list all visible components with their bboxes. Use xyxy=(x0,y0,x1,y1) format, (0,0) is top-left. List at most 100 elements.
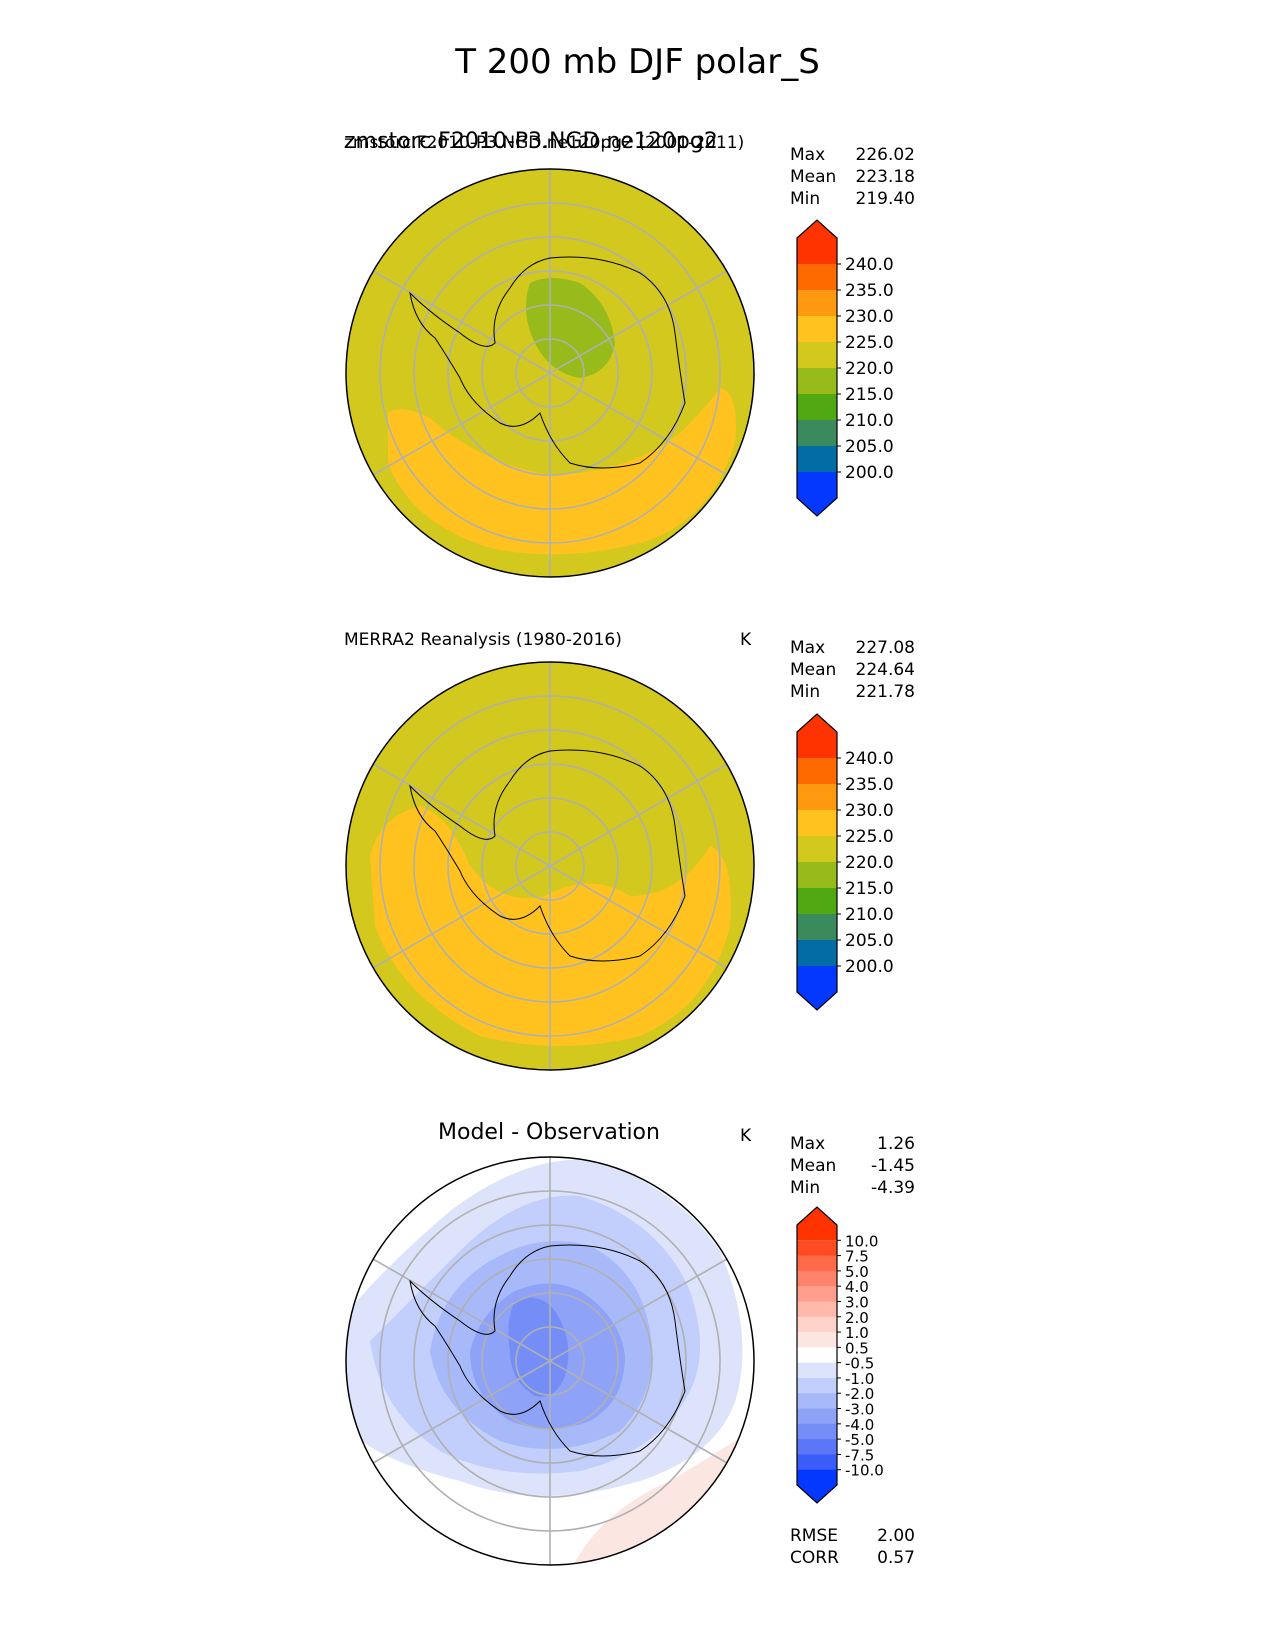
stat-min-value: -4.39 xyxy=(871,1178,915,1198)
colorbar-swatch xyxy=(797,1454,837,1471)
stat-min-label: Min xyxy=(790,1178,821,1198)
stat-mean-label: Mean xyxy=(790,1156,837,1176)
panel-model-title: zmstorc.F2010-P3.NGD.ne120pg2 xyxy=(344,129,718,154)
colorbar-swatch xyxy=(797,862,837,889)
colorbar-tick-label: 4.0 xyxy=(845,1278,869,1296)
colorbar-tick-label: 200.0 xyxy=(845,463,894,483)
colorbar-swatch xyxy=(797,1286,837,1302)
panel-obs-colorbar: 240.0 235.0 230.0 225.0 220.0 215.0 210.0 205.0… xyxy=(796,713,894,1011)
colorbar-tick-label: 210.0 xyxy=(845,905,894,925)
colorbar-outline xyxy=(796,713,838,1011)
colorbar-tick-label: 5.0 xyxy=(845,1263,869,1281)
colorbar-swatch xyxy=(797,264,837,291)
colorbar-swatch xyxy=(797,836,837,863)
colorbar-swatch xyxy=(797,758,837,785)
stat-min-label: Min xyxy=(790,682,821,702)
colorbar-tick-label: 240.0 xyxy=(845,255,894,275)
metric-corr-value: 0.57 xyxy=(877,1548,915,1568)
colorbar-swatch xyxy=(797,342,837,369)
colorbar-tick-label: 1.0 xyxy=(845,1324,869,1342)
colorbar-tick-label: -0.5 xyxy=(845,1355,874,1373)
colorbar-tick-label: 225.0 xyxy=(845,333,894,353)
stat-min-value: 221.78 xyxy=(855,682,915,702)
panel-diff-colorbar: 10.07.55.04.03.02.01.00.5-0.5-1.0-2.0-3.… xyxy=(796,1206,884,1504)
panel-obs-title: MERRA2 Reanalysis (1980-2016) xyxy=(344,630,622,650)
colorbar-swatch xyxy=(797,446,837,473)
stat-max-label: Max xyxy=(790,1134,826,1154)
panel-diff-stats: Max 1.26 Mean -1.45 Min -4.39 xyxy=(790,1133,915,1199)
field-minus-4 xyxy=(508,1297,569,1397)
colorbar-swatch xyxy=(797,1439,837,1455)
stat-mean-value: 224.64 xyxy=(855,660,915,680)
colorbar-swatch xyxy=(797,290,837,317)
coastline-antarctica xyxy=(409,749,686,962)
panel-model-title-overlap: zmstorc.F2010-P3.NGD.ne120pg2 (2001-2011… xyxy=(344,133,745,153)
colorbar-tick-label: 230.0 xyxy=(845,307,894,327)
colorbar-tick-label: 230.0 xyxy=(845,801,894,821)
colorbar-swatch xyxy=(797,810,837,837)
colorbar-tick-label: 225.0 xyxy=(845,827,894,847)
stat-min-value: 219.40 xyxy=(855,189,915,209)
map-boundary xyxy=(345,661,755,1071)
colorbar-swatch xyxy=(797,1393,837,1410)
colorbar-swatch xyxy=(797,966,837,1010)
panel-model-stats: Max 226.02 Mean 223.18 Min 219.40 xyxy=(790,144,915,210)
stat-max-value: 227.08 xyxy=(855,638,915,658)
panel-diff-map xyxy=(345,1156,755,1566)
colorbar-tick-label: 205.0 xyxy=(845,437,894,457)
colorbar-swatch xyxy=(797,1362,837,1379)
panel-model-colorbar: 240.0 235.0 230.0 225.0 220.0 215.0 210.0 205.0… xyxy=(796,219,894,517)
colorbar-tick-label: -1.0 xyxy=(845,1370,874,1388)
colorbar-swatch xyxy=(797,1408,837,1425)
stat-max-label: Max xyxy=(790,145,826,165)
colorbar-tick-label: 2.0 xyxy=(845,1309,869,1327)
panel-obs-units: K xyxy=(740,630,752,650)
graticule xyxy=(372,662,728,1070)
stat-min-label: Min xyxy=(790,189,821,209)
coastline-antarctica xyxy=(409,1244,686,1457)
stat-max-value: 226.02 xyxy=(855,145,915,165)
panel-diff-metrics: RMSE 2.00 CORR 0.57 xyxy=(790,1525,915,1569)
colorbar-tick-label: 215.0 xyxy=(845,879,894,899)
colorbar-tick-label: 215.0 xyxy=(845,385,894,405)
graticule xyxy=(372,1157,728,1565)
panel-obs-stats: Max 227.08 Mean 224.64 Min 221.78 xyxy=(790,637,915,703)
stat-max-label: Max xyxy=(790,638,826,658)
stat-mean-value: -1.45 xyxy=(871,1156,915,1176)
colorbar-swatch xyxy=(797,914,837,941)
colorbar-swatch xyxy=(797,940,837,967)
stat-mean-label: Mean xyxy=(790,167,837,187)
colorbar-swatch xyxy=(797,1332,837,1348)
map-boundary xyxy=(345,1156,755,1566)
figure-title: T 200 mb DJF polar_S xyxy=(455,42,820,82)
colorbar-outline xyxy=(796,219,838,517)
panel-diff-units: K xyxy=(740,1126,752,1146)
colorbar-swatch xyxy=(797,784,837,811)
colorbar-swatch xyxy=(797,368,837,395)
colorbar-tick-label: -3.0 xyxy=(845,1401,874,1419)
panel-obs-map xyxy=(345,661,755,1071)
colorbar-tick-label: 0.5 xyxy=(845,1339,869,1357)
colorbar-swatch xyxy=(797,1207,837,1241)
colorbar-swatch xyxy=(797,714,837,758)
colorbar-swatch xyxy=(797,1255,837,1272)
colorbar-tick-label: 7.5 xyxy=(845,1248,869,1266)
metric-corr-label: CORR xyxy=(790,1548,839,1568)
colorbar-tick-label: -4.0 xyxy=(845,1416,874,1434)
colorbar-swatch xyxy=(797,1240,837,1257)
colorbar-tick-label: 10.0 xyxy=(845,1232,878,1250)
colorbar-swatch xyxy=(797,472,837,516)
coastline-antarctica xyxy=(409,256,686,469)
colorbar-swatch xyxy=(797,1423,837,1440)
stat-max-value: 1.26 xyxy=(877,1134,915,1154)
metric-rmse-label: RMSE xyxy=(790,1526,839,1546)
colorbar-swatch xyxy=(797,888,837,915)
colorbar-swatch xyxy=(797,316,837,343)
colorbar-tick-label: 235.0 xyxy=(845,775,894,795)
colorbar-tick-label: -5.0 xyxy=(845,1431,874,1449)
field-warm-band xyxy=(388,388,736,555)
colorbar-tick-label: 200.0 xyxy=(845,957,894,977)
panel-model-map xyxy=(345,168,755,578)
colorbar-tick-label: -10.0 xyxy=(845,1462,884,1480)
colorbar-tick-label: 210.0 xyxy=(845,411,894,431)
